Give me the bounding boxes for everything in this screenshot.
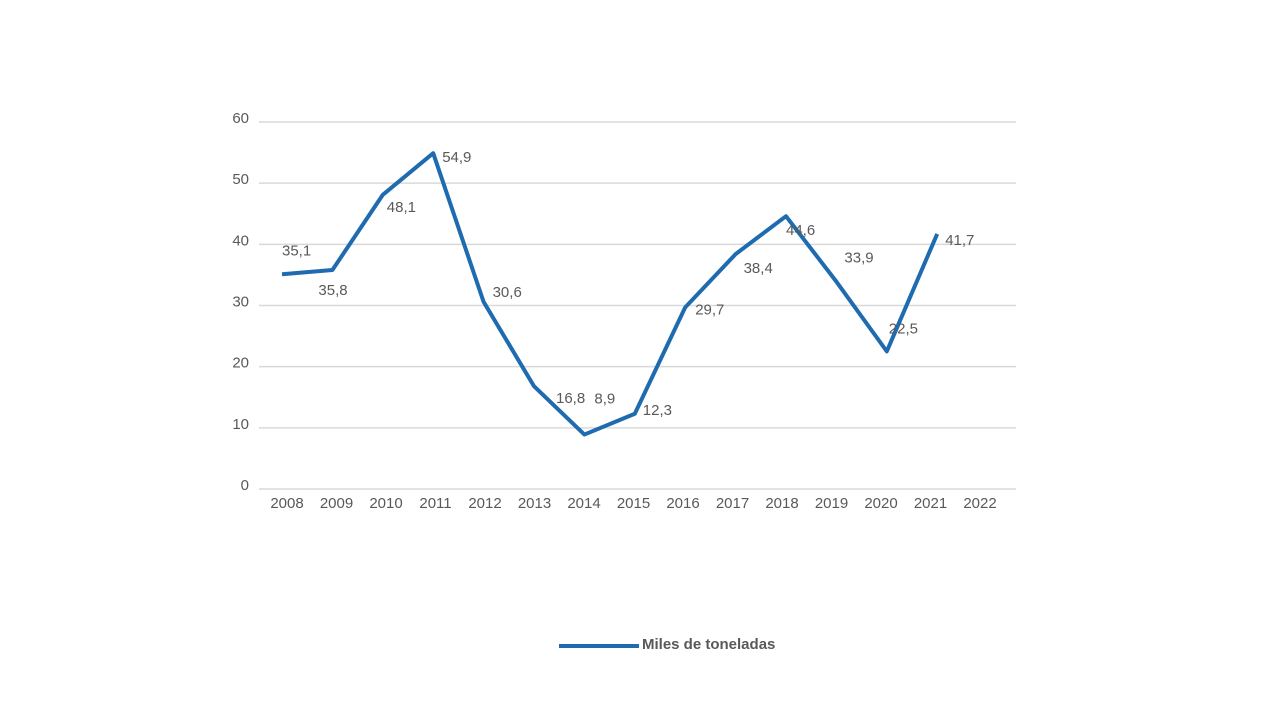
data-label: 30,6 [493,284,522,301]
data-label: 22,5 [889,320,918,337]
series-line [281,151,940,437]
y-tick-label: 30 [232,294,249,311]
data-label: 54,9 [442,149,471,166]
y-tick-label: 0 [241,477,249,494]
x-tick-label: 2012 [468,495,501,512]
x-tick-label: 2011 [419,495,451,512]
x-tick-label: 2016 [666,495,699,512]
x-tick-label: 2010 [369,495,402,512]
x-tick-label: 2008 [270,495,303,512]
x-tick-label: 2018 [765,495,798,512]
y-tick-label: 60 [232,110,249,127]
x-axis: 2008 2009 2010 2011 2012 2013 2014 2015 2016 2017… [270,495,996,512]
y-tick-label: 10 [232,416,249,433]
data-label: 38,4 [744,260,773,277]
data-label: 16,8 [556,390,585,407]
legend-label: Miles de toneladas [642,636,775,653]
y-tick-label: 40 [232,232,249,249]
gridlines [259,121,1016,490]
data-label: 44,6 [786,222,815,239]
x-tick-label: 2017 [716,495,749,512]
x-tick-label: 2019 [815,495,848,512]
x-tick-label: 2009 [320,495,353,512]
data-label: 33,9 [844,250,873,267]
y-tick-label: 50 [232,171,249,188]
data-label: 29,7 [695,301,724,318]
x-tick-label: 2020 [864,495,897,512]
x-tick-label: 2022 [963,495,996,512]
data-label: 35,8 [318,282,347,299]
data-labels: 35,1 35,8 48,1 54,9 30,6 16,8 8,9 12,3 29,7 38,4 4… [282,149,974,419]
y-axis: 0 10 20 30 40 50 60 [232,110,249,494]
data-label: 8,9 [594,391,615,408]
x-tick-label: 2015 [617,495,650,512]
y-tick-label: 20 [232,355,249,372]
data-label: 48,1 [387,199,416,216]
x-tick-label: 2021 [914,495,947,512]
x-tick-label: 2014 [567,495,600,512]
data-label: 12,3 [643,402,672,419]
legend: Miles de toneladas [559,636,775,653]
data-label: 41,7 [945,232,974,249]
data-label: 35,1 [282,242,311,259]
x-tick-label: 2013 [518,495,551,512]
